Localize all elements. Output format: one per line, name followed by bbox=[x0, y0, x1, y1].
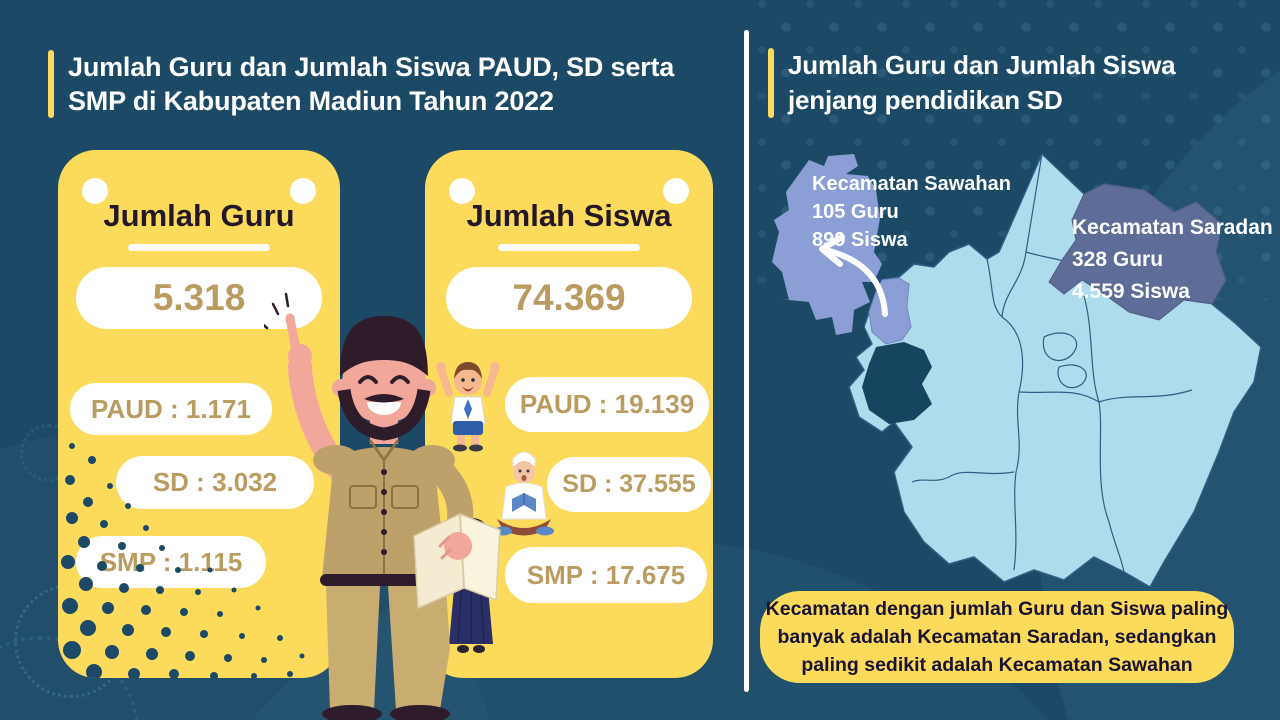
siswa-smp-pill: SMP : 17.675 bbox=[505, 547, 707, 603]
card-corner-dot bbox=[663, 178, 689, 204]
saradan-label-siswa: 4.559 Siswa bbox=[1072, 280, 1190, 303]
guru-card-title: Jumlah Guru bbox=[103, 198, 295, 233]
card-corner-dot bbox=[290, 178, 316, 204]
saradan-label-name: Kecamatan Saradan bbox=[1072, 216, 1273, 239]
title-accent-bar bbox=[768, 48, 774, 118]
sawahan-arrow-icon bbox=[819, 234, 888, 317]
guru-card: Jumlah Guru 5.318 PAUD : 1.171 SD : 3.03… bbox=[58, 150, 340, 678]
map-region-saradan bbox=[1048, 183, 1227, 321]
map-district-borders bbox=[911, 153, 1193, 573]
card-underline bbox=[498, 244, 640, 251]
guru-smp-pill: SMP : 1.115 bbox=[76, 536, 266, 588]
card-corner-dot bbox=[82, 178, 108, 204]
sawahan-label-guru: 105 Guru bbox=[812, 201, 899, 223]
right-title-line2: jenjang pendidikan SD bbox=[788, 85, 1063, 115]
siswa-paud-pill: PAUD : 19.139 bbox=[505, 377, 709, 432]
left-panel-title: Jumlah Guru dan Jumlah Siswa PAUD, SD se… bbox=[48, 50, 674, 118]
left-title-line2: SMP di Kabupaten Madiun Tahun 2022 bbox=[68, 86, 554, 116]
sawahan-label-name: Kecamatan Sawahan bbox=[812, 173, 1011, 195]
card-underline bbox=[128, 244, 270, 251]
guru-total-pill: 5.318 bbox=[76, 267, 322, 329]
reading-student-illustration bbox=[494, 451, 554, 536]
note-line1: Kecamatan dengan jumlah Guru dan Siswa p… bbox=[765, 598, 1229, 620]
note-line3: paling sedikit adalah Kecamatan Sawahan bbox=[801, 654, 1193, 676]
madiun-regency-map: Kecamatan Sawahan 105 Guru 899 Siswa Kec… bbox=[772, 153, 1273, 588]
siswa-card-title: Jumlah Siswa bbox=[466, 198, 672, 233]
saradan-label-guru: 328 Guru bbox=[1072, 248, 1163, 271]
note-line2: banyak adalah Kecamatan Saradan, sedangk… bbox=[777, 626, 1217, 648]
map-city-cutout bbox=[862, 342, 932, 424]
guru-paud-pill: PAUD : 1.171 bbox=[70, 383, 272, 435]
siswa-sd-pill: SD : 37.555 bbox=[547, 457, 711, 512]
sawahan-label-siswa: 899 Siswa bbox=[812, 229, 909, 251]
siswa-total-pill: 74.369 bbox=[446, 267, 692, 329]
right-title-line1: Jumlah Guru dan Jumlah Siswa bbox=[788, 50, 1176, 80]
left-title-line1: Jumlah Guru dan Jumlah Siswa PAUD, SD se… bbox=[68, 52, 675, 82]
title-accent-bar bbox=[48, 50, 54, 118]
guru-sd-pill: SD : 3.032 bbox=[116, 456, 314, 509]
section-divider bbox=[744, 30, 749, 692]
cheering-student-illustration bbox=[436, 362, 500, 452]
teacher-illustration bbox=[264, 292, 501, 720]
card-corner-dot bbox=[449, 178, 475, 204]
conclusion-note: Kecamatan dengan jumlah Guru dan Siswa p… bbox=[760, 591, 1234, 683]
siswa-card: Jumlah Siswa 74.369 PAUD : 19.139 SD : 3… bbox=[425, 150, 713, 678]
right-panel-title: Jumlah Guru dan Jumlah Siswa jenjang pen… bbox=[768, 48, 1176, 118]
